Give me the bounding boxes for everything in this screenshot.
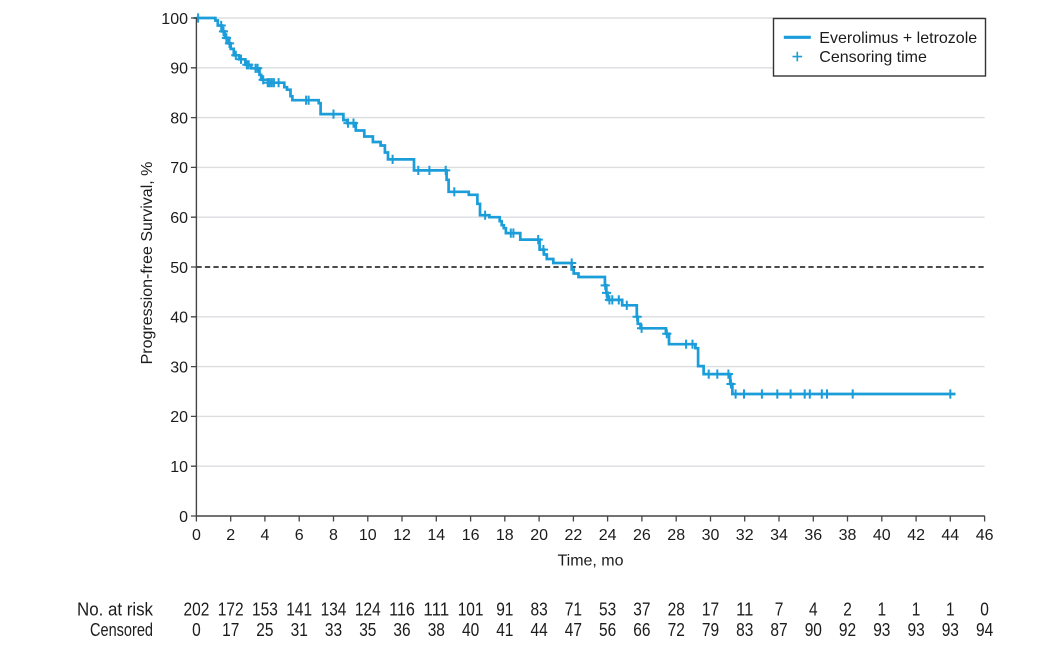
svg-text:4: 4 <box>809 599 818 619</box>
svg-text:12: 12 <box>393 527 411 544</box>
svg-text:66: 66 <box>633 620 650 640</box>
svg-text:36: 36 <box>804 527 822 544</box>
svg-text:20: 20 <box>530 527 548 544</box>
svg-text:83: 83 <box>736 620 753 640</box>
svg-text:1: 1 <box>912 599 921 619</box>
svg-text:92: 92 <box>839 620 856 640</box>
svg-text:7: 7 <box>775 599 784 619</box>
svg-text:1: 1 <box>878 599 887 619</box>
svg-text:38: 38 <box>428 620 445 640</box>
svg-text:18: 18 <box>496 527 514 544</box>
svg-text:24: 24 <box>599 527 617 544</box>
svg-text:37: 37 <box>633 599 650 619</box>
svg-text:0: 0 <box>980 599 989 619</box>
svg-text:33: 33 <box>325 620 342 640</box>
svg-text:Censoring time: Censoring time <box>819 49 927 66</box>
svg-text:35: 35 <box>359 620 376 640</box>
svg-text:60: 60 <box>170 210 188 227</box>
svg-text:141: 141 <box>286 599 312 619</box>
svg-text:41: 41 <box>496 620 513 640</box>
svg-text:70: 70 <box>170 160 188 177</box>
svg-text:42: 42 <box>907 527 925 544</box>
svg-text:80: 80 <box>170 110 188 127</box>
svg-text:44: 44 <box>531 620 548 640</box>
svg-text:101: 101 <box>458 599 484 619</box>
svg-text:44: 44 <box>941 527 959 544</box>
svg-text:25: 25 <box>256 620 273 640</box>
svg-text:22: 22 <box>565 527 583 544</box>
svg-text:72: 72 <box>668 620 685 640</box>
svg-text:2: 2 <box>226 527 235 544</box>
svg-text:71: 71 <box>565 599 582 619</box>
svg-text:26: 26 <box>633 527 651 544</box>
svg-text:6: 6 <box>295 527 304 544</box>
svg-text:93: 93 <box>942 620 959 640</box>
svg-text:28: 28 <box>668 599 685 619</box>
svg-text:40: 40 <box>462 620 479 640</box>
svg-text:90: 90 <box>170 61 188 78</box>
svg-text:91: 91 <box>496 599 513 619</box>
svg-text:Censored: Censored <box>90 620 153 640</box>
svg-text:34: 34 <box>770 527 788 544</box>
svg-text:30: 30 <box>702 527 720 544</box>
svg-text:53: 53 <box>599 599 616 619</box>
svg-text:8: 8 <box>329 527 338 544</box>
svg-text:30: 30 <box>170 359 188 376</box>
svg-text:90: 90 <box>805 620 822 640</box>
svg-text:100: 100 <box>161 11 188 28</box>
svg-text:124: 124 <box>355 599 381 619</box>
svg-text:93: 93 <box>908 620 925 640</box>
svg-text:2: 2 <box>843 599 852 619</box>
svg-text:40: 40 <box>170 310 188 327</box>
svg-text:134: 134 <box>321 599 347 619</box>
svg-text:Progression-free Survival, %: Progression-free Survival, % <box>139 162 156 365</box>
svg-text:1: 1 <box>946 599 955 619</box>
svg-text:93: 93 <box>873 620 890 640</box>
svg-text:153: 153 <box>252 599 278 619</box>
svg-text:87: 87 <box>770 620 787 640</box>
svg-text:40: 40 <box>873 527 891 544</box>
svg-text:28: 28 <box>667 527 685 544</box>
svg-text:10: 10 <box>170 459 188 476</box>
svg-text:16: 16 <box>462 527 480 544</box>
svg-text:47: 47 <box>565 620 582 640</box>
svg-text:0: 0 <box>192 527 201 544</box>
svg-text:94: 94 <box>976 620 993 640</box>
svg-text:46: 46 <box>976 527 994 544</box>
svg-text:0: 0 <box>192 620 201 640</box>
svg-text:31: 31 <box>291 620 308 640</box>
svg-text:32: 32 <box>736 527 754 544</box>
svg-text:56: 56 <box>599 620 616 640</box>
svg-text:116: 116 <box>389 599 415 619</box>
svg-text:20: 20 <box>170 409 188 426</box>
svg-text:Time, mo: Time, mo <box>557 553 623 570</box>
svg-text:No. at risk: No. at risk <box>77 599 154 619</box>
svg-text:17: 17 <box>702 599 719 619</box>
svg-text:172: 172 <box>218 599 244 619</box>
svg-text:4: 4 <box>260 527 269 544</box>
svg-text:111: 111 <box>423 599 449 619</box>
svg-text:79: 79 <box>702 620 719 640</box>
svg-text:Everolimus + letrozole: Everolimus + letrozole <box>819 30 977 47</box>
svg-text:36: 36 <box>393 620 410 640</box>
svg-text:17: 17 <box>222 620 239 640</box>
svg-text:0: 0 <box>179 509 188 526</box>
svg-text:83: 83 <box>531 599 548 619</box>
svg-text:38: 38 <box>839 527 857 544</box>
svg-text:10: 10 <box>359 527 377 544</box>
svg-text:50: 50 <box>170 260 188 277</box>
svg-text:11: 11 <box>736 599 753 619</box>
svg-text:202: 202 <box>184 599 210 619</box>
svg-text:14: 14 <box>427 527 445 544</box>
